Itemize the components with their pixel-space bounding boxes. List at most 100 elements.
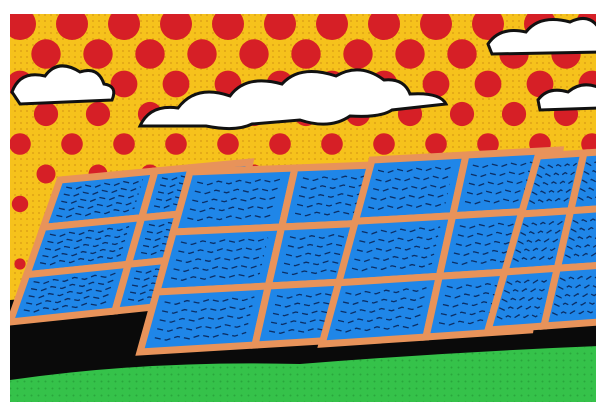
panel-cell-texture — [283, 258, 373, 267]
panel-cell-texture — [281, 266, 372, 276]
polka-dot — [160, 14, 192, 40]
cloud-icon — [536, 83, 596, 112]
panel-cell-texture — [180, 237, 269, 246]
panel-cell-texture — [159, 313, 251, 323]
panel-cell-texture — [453, 247, 534, 257]
panel-cell-texture — [499, 304, 544, 312]
panel-cell-texture — [28, 286, 112, 299]
panel-cell-texture — [56, 207, 135, 219]
polka-dot — [212, 14, 244, 40]
panel-cell-texture — [175, 254, 265, 264]
panel-cell-texture — [49, 225, 130, 237]
panel-cell-texture — [457, 229, 537, 238]
panel-cell-texture — [194, 186, 280, 195]
panel-cell-texture — [538, 162, 578, 170]
panel-cell-texture — [164, 296, 255, 305]
polka-dot — [472, 14, 504, 40]
panel-cell-texture — [361, 226, 441, 235]
panel-cell-texture — [30, 279, 114, 292]
polka-dot — [477, 133, 499, 155]
panel-cell-texture — [33, 272, 116, 285]
panel-cell-texture — [157, 322, 249, 332]
panel-cell-texture — [26, 293, 110, 306]
solar-panel-icon — [317, 272, 444, 348]
panel-cell-texture — [517, 237, 560, 245]
polka-dot — [33, 101, 59, 127]
panel-cell-texture — [370, 192, 448, 201]
polka-dot — [425, 133, 447, 155]
polka-dot — [11, 195, 29, 213]
panel-cell-texture — [551, 308, 596, 316]
polka-dot — [526, 70, 554, 98]
panel-cell-texture — [468, 178, 546, 187]
panel-cell-texture — [470, 169, 548, 178]
cloud-icon — [486, 16, 596, 56]
panel-cell-texture — [192, 195, 278, 204]
panel-cell-texture — [373, 183, 451, 192]
panel-cell-texture — [375, 174, 453, 183]
panel-cell-texture — [534, 180, 573, 187]
panel-cell-texture — [189, 204, 276, 213]
polka-dot — [395, 39, 425, 69]
panel-cell-texture — [268, 324, 361, 334]
panel-cell-texture — [340, 305, 423, 315]
panel-cell-texture — [23, 300, 108, 313]
polka-dot — [373, 133, 395, 155]
panel-cell-texture — [61, 193, 139, 204]
panel-cell-texture — [351, 262, 433, 272]
polka-dot — [420, 14, 452, 40]
polka-dot — [368, 14, 400, 40]
panel-cell-texture — [39, 253, 122, 266]
panel-cell-texture — [342, 296, 425, 305]
artwork-frame — [10, 14, 596, 402]
polka-dot — [83, 39, 113, 69]
polka-dot — [113, 133, 135, 155]
polka-dot — [239, 39, 269, 69]
polka-dot — [291, 39, 321, 69]
panel-cell-texture — [531, 188, 571, 196]
polka-dot — [85, 101, 111, 127]
panel-cell-texture — [170, 272, 261, 281]
panel-cell-texture — [555, 292, 596, 299]
panel-cell-texture — [44, 239, 126, 252]
panel-cell-texture — [197, 178, 282, 186]
panel-cell-texture — [337, 314, 421, 324]
panel-cell-texture — [451, 256, 533, 266]
polka-dot — [108, 14, 140, 40]
panel-cell-texture — [63, 186, 141, 197]
solar-panel-icon — [10, 260, 134, 326]
panel-cell-texture — [276, 290, 367, 299]
panel-cell-texture — [459, 220, 539, 229]
panel-cell-texture — [557, 283, 596, 291]
panel-cell-texture — [47, 232, 128, 245]
panel-cell-texture — [570, 226, 596, 233]
polka-dot — [10, 133, 31, 155]
panel-cell-texture — [178, 246, 267, 255]
panel-cell-texture — [359, 235, 439, 244]
panel-cell-texture — [512, 255, 556, 262]
panel-cell-texture — [501, 295, 546, 303]
panel-cell-texture — [503, 286, 548, 294]
panel-cell-texture — [529, 197, 569, 204]
panel-cell-texture — [566, 244, 596, 250]
polka-dot — [501, 101, 527, 127]
panel-cell-texture — [506, 278, 550, 286]
solar-panel-icon — [135, 282, 273, 356]
polka-dot — [474, 70, 502, 98]
polka-dot — [264, 14, 296, 40]
solar-panel-array — [10, 146, 596, 356]
panel-cell-texture — [553, 300, 596, 308]
polka-dot — [31, 39, 61, 69]
polka-dot — [135, 39, 165, 69]
panel-cell-texture — [568, 235, 596, 242]
panel-cell-texture — [572, 218, 596, 224]
polka-dot — [61, 133, 83, 155]
panel-cell-texture — [515, 246, 558, 254]
panel-cell-texture — [522, 220, 564, 228]
panel-cell-texture — [368, 201, 446, 211]
panel-cell-texture — [42, 246, 124, 259]
panel-cell-texture — [455, 238, 536, 247]
panel-cell-texture — [173, 263, 263, 273]
panel-cell-texture — [472, 160, 549, 169]
